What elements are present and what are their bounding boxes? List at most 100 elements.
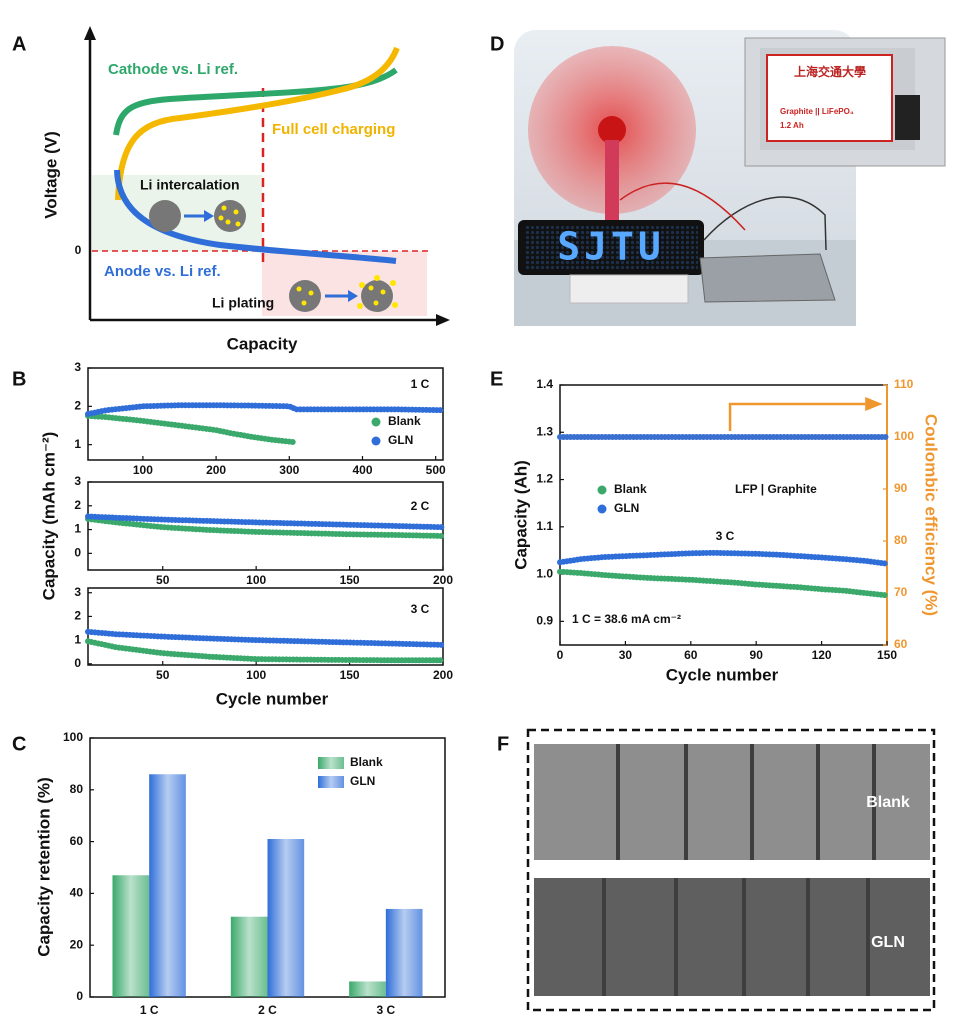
series-line (85, 515, 446, 539)
x-tick-label: 300 (279, 463, 299, 477)
legend-marker (371, 436, 381, 446)
particle (289, 280, 321, 312)
y-tick-label: 1 (74, 632, 81, 646)
schematic: Voltage (V) Capacity 0 Cathode vs. Li re… (41, 26, 450, 353)
y-tick-label: 0.9 (536, 614, 553, 628)
x-tick-label: 120 (812, 648, 832, 662)
x-axis-label: Capacity (227, 334, 298, 353)
y-tick-label: 0 (74, 656, 81, 670)
anode-curve (114, 169, 397, 264)
arrow (204, 210, 214, 222)
panel-label: E (490, 368, 503, 390)
x-tick-label: 500 (426, 463, 446, 477)
x-tick-label: 50 (156, 573, 170, 587)
display-stand (569, 274, 689, 304)
x-axis-label: Cycle number (666, 665, 779, 684)
legend-marker (597, 485, 607, 495)
x-tick-label: 150 (340, 668, 360, 682)
y2-tick-label: 70 (894, 585, 908, 599)
y-tick-label: 3 (74, 474, 81, 488)
plating-zone (262, 251, 427, 316)
y-tick-label: 40 (70, 886, 84, 900)
process-label: Li plating (212, 295, 274, 311)
y-tick-label: 60 (70, 834, 84, 848)
x-tick-label: 90 (750, 648, 764, 662)
electrode-gln (534, 878, 930, 996)
bar (349, 981, 386, 997)
zero-label: 0 (75, 243, 82, 257)
process-label: Li intercalation (140, 177, 240, 193)
y2-tick-label: 60 (894, 637, 908, 651)
series-line (85, 402, 446, 417)
legend-marker (371, 417, 381, 427)
pouch-cell (699, 253, 836, 303)
fan-stand (605, 140, 619, 220)
y-tick-label: 0 (74, 546, 81, 560)
x-tick-label: 200 (433, 573, 453, 587)
legend-marker (318, 757, 344, 769)
x-axis-label: Cycle number (216, 689, 329, 708)
bar (385, 908, 423, 997)
x-tick-label: 150 (340, 573, 360, 587)
y-tick-label: 3 (74, 360, 81, 374)
legend-label: Blank (350, 755, 383, 769)
y-axis-label: Voltage (V) (41, 131, 60, 219)
x-tick-label: 50 (156, 668, 170, 682)
panel-label: F (497, 733, 509, 755)
annotation-arrow (728, 402, 866, 431)
cell-capacity: 1.2 Ah (780, 121, 804, 130)
legend-label: Blank (614, 482, 647, 496)
li-dots (296, 286, 314, 306)
x-tick-label: 0 (557, 648, 564, 662)
bar (112, 875, 150, 997)
li-dots (218, 205, 241, 227)
y-tick-label: 2 (74, 498, 81, 512)
y-tick-label: 1 (74, 437, 81, 451)
y-axis-label: Capacity (mAh cm⁻²) (39, 432, 58, 601)
y-tick-label: 1.2 (536, 472, 553, 486)
y-tick-label: 80 (70, 782, 84, 796)
series-line (85, 638, 446, 664)
plot-frame (559, 384, 888, 646)
series-line (85, 628, 446, 648)
y-axis-label: Capacity retention (%) (34, 777, 53, 956)
full-cell-curve (115, 46, 400, 201)
arrow (436, 314, 450, 326)
annotation: 1 C (411, 377, 430, 391)
bar (230, 916, 268, 997)
series-line (557, 568, 890, 599)
particle (149, 200, 181, 232)
y2-axis-label: Coulombic efficiency (%) (922, 414, 941, 616)
x-tick-label: 100 (246, 573, 266, 587)
li-dots (357, 275, 398, 309)
y2-tick-label: 100 (894, 429, 914, 443)
wire (703, 196, 827, 251)
sample-label: GLN (871, 934, 905, 951)
x-tick-label: 1 C (140, 1003, 159, 1017)
y-tick-label: 20 (70, 937, 84, 951)
wire (619, 182, 746, 231)
x-tick-label: 100 (133, 463, 153, 477)
y-tick-label: 1 (74, 522, 81, 536)
arrow (84, 26, 96, 40)
series-line (85, 513, 446, 531)
annotation: LFP | Graphite (735, 482, 817, 496)
y-tick-label: 1.1 (536, 519, 553, 533)
legend-marker (318, 776, 344, 788)
legend-label: GLN (614, 501, 639, 515)
x-tick-label: 30 (619, 648, 633, 662)
electrode-blank (534, 744, 930, 860)
x-tick-label: 200 (433, 668, 453, 682)
y2-tick-label: 110 (894, 377, 914, 391)
annotation: 3 C (716, 529, 735, 543)
y-tick-label: 100 (63, 730, 83, 744)
cell-label: Graphite || LiFePO₄ (780, 107, 854, 116)
particle (214, 200, 246, 232)
annotation-arrow (865, 397, 883, 411)
particle (361, 280, 393, 312)
led-matrix (524, 226, 698, 269)
photo-d: 上海交通大學 Graphite || LiFePO₄ 1.2 Ah SJTU (514, 30, 946, 326)
legend-label: GLN (388, 433, 413, 447)
legend-marker (597, 504, 607, 514)
led-text: SJTU (557, 225, 665, 269)
